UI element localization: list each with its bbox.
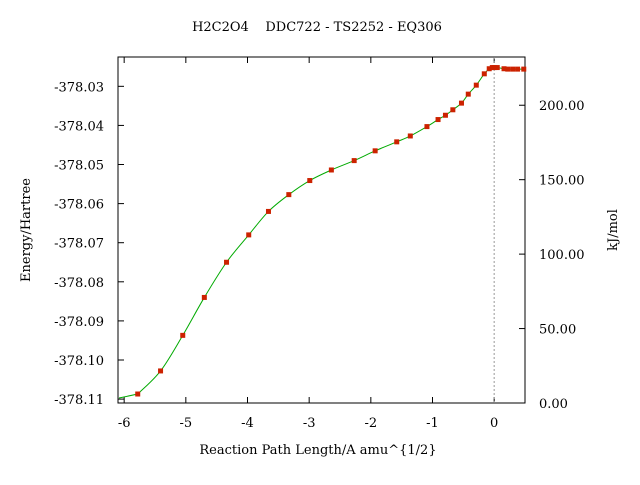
data-point [442, 112, 448, 118]
plot-area: -6 -5 -4 -3 -2 -1 0 -378.11 -378.10 -378.09 -378.0… [54, 56, 585, 431]
data-point [224, 259, 230, 265]
y-tick-label: -378.09 [54, 315, 104, 330]
y-tick-label: -378.08 [54, 276, 104, 291]
data-point [372, 148, 378, 154]
plot-frame [117, 56, 526, 404]
data-point [246, 232, 252, 238]
data-point [494, 65, 500, 71]
y-tick-label: -378.05 [54, 159, 104, 174]
x-axis-title: Reaction Path Length/A amu^{1/2} [199, 443, 436, 458]
data-point [158, 368, 164, 374]
data-point [424, 124, 430, 130]
data-point [328, 167, 334, 173]
x-tick-label: -6 [118, 416, 131, 431]
data-point [407, 133, 413, 139]
x-tick-label: -2 [364, 416, 377, 431]
data-point [473, 82, 479, 88]
data-point [201, 294, 207, 300]
y-axis-title: Energy/Hartree [19, 178, 34, 282]
y-tick-label: -378.06 [54, 198, 104, 213]
data-point [286, 192, 292, 198]
data-point [486, 66, 492, 72]
y2-tick-label: 150.00 [539, 174, 585, 189]
x-tick-label: -3 [303, 416, 316, 431]
y2-tick-label: 100.00 [539, 248, 585, 263]
data-point [515, 66, 521, 72]
y2-axis-title: kJ/mol [606, 209, 621, 251]
x-tick-label: -1 [426, 416, 439, 431]
data-point [510, 66, 516, 72]
data-point [180, 332, 186, 338]
data-point [521, 66, 527, 72]
data-point [351, 158, 357, 164]
data-point [458, 100, 464, 106]
data-point [491, 65, 497, 71]
data-point [265, 208, 271, 214]
x-tick-label: -4 [241, 416, 254, 431]
y-tick-label: -378.04 [54, 119, 104, 134]
data-point [435, 117, 441, 123]
x-tick-label: 0 [490, 416, 498, 431]
series-line-lead [118, 393, 138, 399]
y2-tick-label: 200.00 [539, 99, 585, 114]
data-point [307, 178, 313, 184]
x-tick-label: -5 [179, 416, 192, 431]
y-tick-label: -378.10 [54, 354, 104, 369]
chart-title: H2C2O4 DDC722 - TS2252 - EQ306 [192, 20, 442, 35]
data-point [465, 91, 471, 97]
data-point [481, 71, 487, 77]
data-point [135, 391, 141, 397]
y-tick-label: -378.03 [54, 80, 104, 95]
y2-tick-label: 50.00 [539, 323, 576, 338]
data-point [394, 139, 400, 145]
y2-tick-label: 0.00 [539, 397, 568, 412]
data-point [501, 66, 507, 72]
data-point [450, 107, 456, 113]
data-point [505, 66, 511, 72]
y-tick-label: -378.11 [54, 393, 104, 408]
y-tick-label: -378.07 [54, 237, 104, 252]
